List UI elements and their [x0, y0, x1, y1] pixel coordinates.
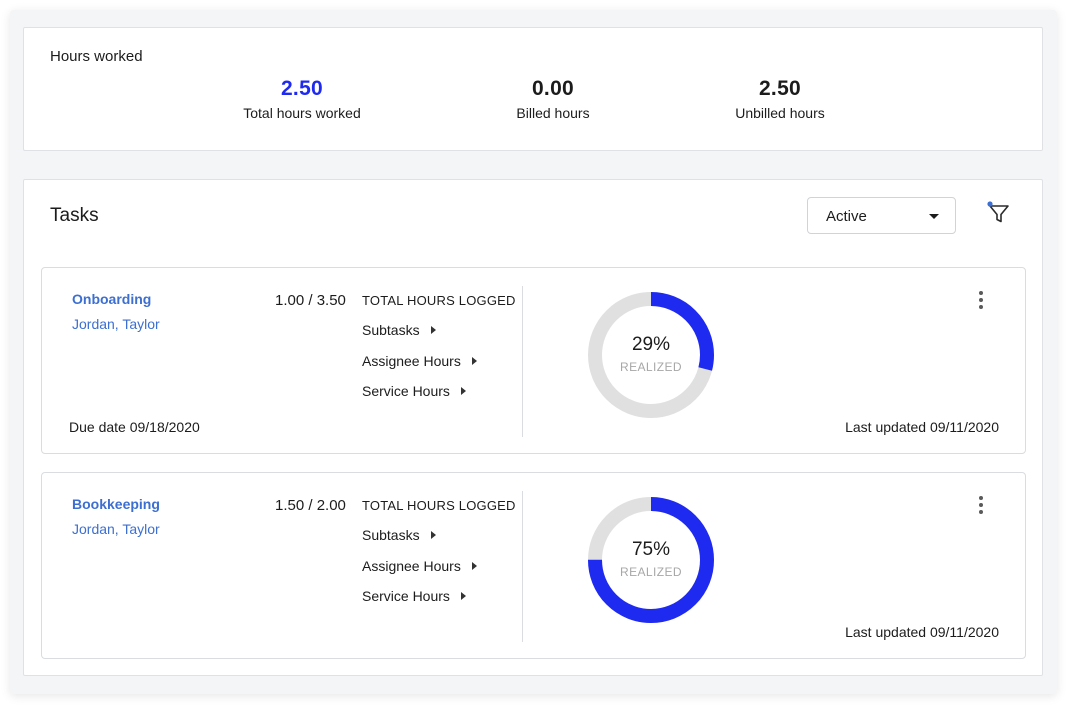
caret-right-icon [460, 387, 466, 395]
status-filter-value: Active [826, 208, 867, 225]
caret-right-icon [430, 326, 436, 334]
assignee-hours-label: Assignee Hours [362, 353, 461, 369]
tasks-title: Tasks [50, 205, 99, 226]
billed-hours-label: Billed hours [516, 105, 590, 121]
caret-right-icon [460, 592, 466, 600]
hours-worked-title: Hours worked [50, 48, 143, 65]
realized-label: REALIZED [620, 565, 682, 579]
subtasks-label: Subtasks [362, 527, 420, 543]
assignee-hours-label: Assignee Hours [362, 558, 461, 574]
donut-realized-arc [588, 497, 714, 623]
task-card-bookkeeping: Bookkeeping Jordan, Taylor 1.50 / 2.00 T… [41, 472, 1026, 659]
unbilled-hours-stat: 2.50 Unbilled hours [670, 77, 890, 121]
last-updated: Last updated 09/11/2020 [845, 624, 999, 640]
task-name-link[interactable]: Onboarding [72, 291, 152, 307]
total-hours-stat: 2.50 Total hours worked [192, 77, 412, 121]
billed-hours-value: 0.00 [531, 77, 575, 100]
subtasks-toggle[interactable]: Subtasks [362, 322, 436, 338]
subtasks-label: Subtasks [362, 322, 420, 338]
caret-down-icon [929, 214, 939, 219]
divider [522, 286, 523, 437]
assignee-hours-toggle[interactable]: Assignee Hours [362, 558, 477, 574]
unbilled-hours-value: 2.50 [758, 77, 802, 100]
caret-right-icon [471, 357, 477, 365]
realized-percent: 75% [631, 539, 671, 560]
total-hours-logged-label: TOTAL HOURS LOGGED [362, 293, 516, 308]
task-assignees: Jordan, Taylor [72, 521, 160, 537]
service-hours-label: Service Hours [362, 588, 450, 604]
task-hours-ratio: 1.50 / 2.00 [275, 497, 346, 514]
task-name-link[interactable]: Bookkeeping [72, 496, 160, 512]
tasks-panel: Tasks Active Onboarding Jordan, Taylor D… [23, 179, 1043, 676]
unbilled-hours-label: Unbilled hours [735, 105, 825, 121]
total-hours-logged-label: TOTAL HOURS LOGGED [362, 498, 516, 513]
task-due-date: Due date 09/18/2020 [69, 419, 200, 435]
service-hours-toggle[interactable]: Service Hours [362, 383, 466, 399]
more-options-icon[interactable] [972, 495, 990, 519]
status-filter-dropdown[interactable]: Active [807, 197, 956, 234]
realized-percent: 29% [631, 334, 671, 355]
realized-donut-chart [588, 292, 714, 418]
divider [522, 491, 523, 642]
task-hours-ratio: 1.00 / 3.50 [275, 292, 346, 309]
total-hours-value: 2.50 [280, 77, 324, 100]
billed-hours-stat: 0.00 Billed hours [443, 77, 663, 121]
service-hours-toggle[interactable]: Service Hours [362, 588, 466, 604]
total-hours-label: Total hours worked [243, 105, 361, 121]
subtasks-toggle[interactable]: Subtasks [362, 527, 436, 543]
donut-realized-arc [588, 292, 714, 418]
more-options-icon[interactable] [972, 290, 990, 314]
service-hours-label: Service Hours [362, 383, 450, 399]
caret-right-icon [471, 562, 477, 570]
last-updated: Last updated 09/11/2020 [845, 419, 999, 435]
filter-icon[interactable] [985, 200, 1011, 226]
realized-label: REALIZED [620, 360, 682, 374]
task-card-onboarding: Onboarding Jordan, Taylor Due date 09/18… [41, 267, 1026, 454]
assignee-hours-toggle[interactable]: Assignee Hours [362, 353, 477, 369]
task-assignees: Jordan, Taylor [72, 316, 160, 332]
realized-donut-chart [588, 497, 714, 623]
hours-worked-card: Hours worked 2.50 Total hours worked 0.0… [23, 27, 1043, 151]
caret-right-icon [430, 531, 436, 539]
